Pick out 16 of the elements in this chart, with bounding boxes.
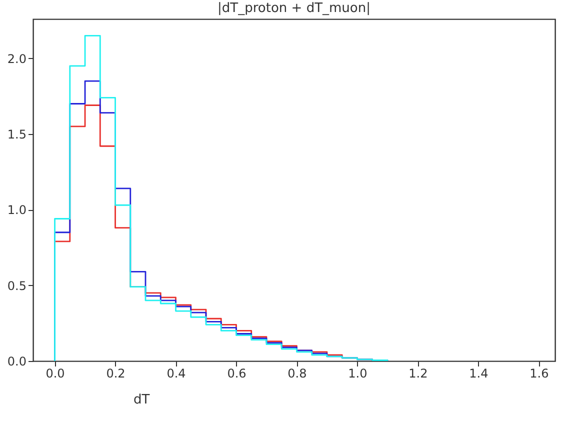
- x-tick-label: 0.6: [227, 366, 246, 380]
- y-tick-label: 1.0: [7, 203, 26, 218]
- x-tick-label: 0.0: [46, 366, 65, 380]
- chart-title: |dT_proton + dT_muon|: [218, 1, 370, 16]
- x-tick-label: 1.0: [348, 366, 368, 380]
- x-tick-label: 1.4: [469, 366, 488, 380]
- y-tick-label: 2.0: [7, 52, 26, 66]
- x-tick-label: 0.2: [106, 366, 126, 380]
- x-tick-label: 0.4: [166, 366, 186, 380]
- x-tick-label: 1.2: [408, 366, 428, 380]
- x-axis-title: dT: [134, 392, 150, 408]
- y-tick-label: 0.0: [7, 354, 26, 368]
- y-tick-label: 1.5: [7, 128, 26, 142]
- x-tick-label: 1.6: [530, 366, 549, 380]
- y-tick-label: 0.5: [7, 278, 26, 293]
- x-tick-label: 0.8: [288, 366, 307, 380]
